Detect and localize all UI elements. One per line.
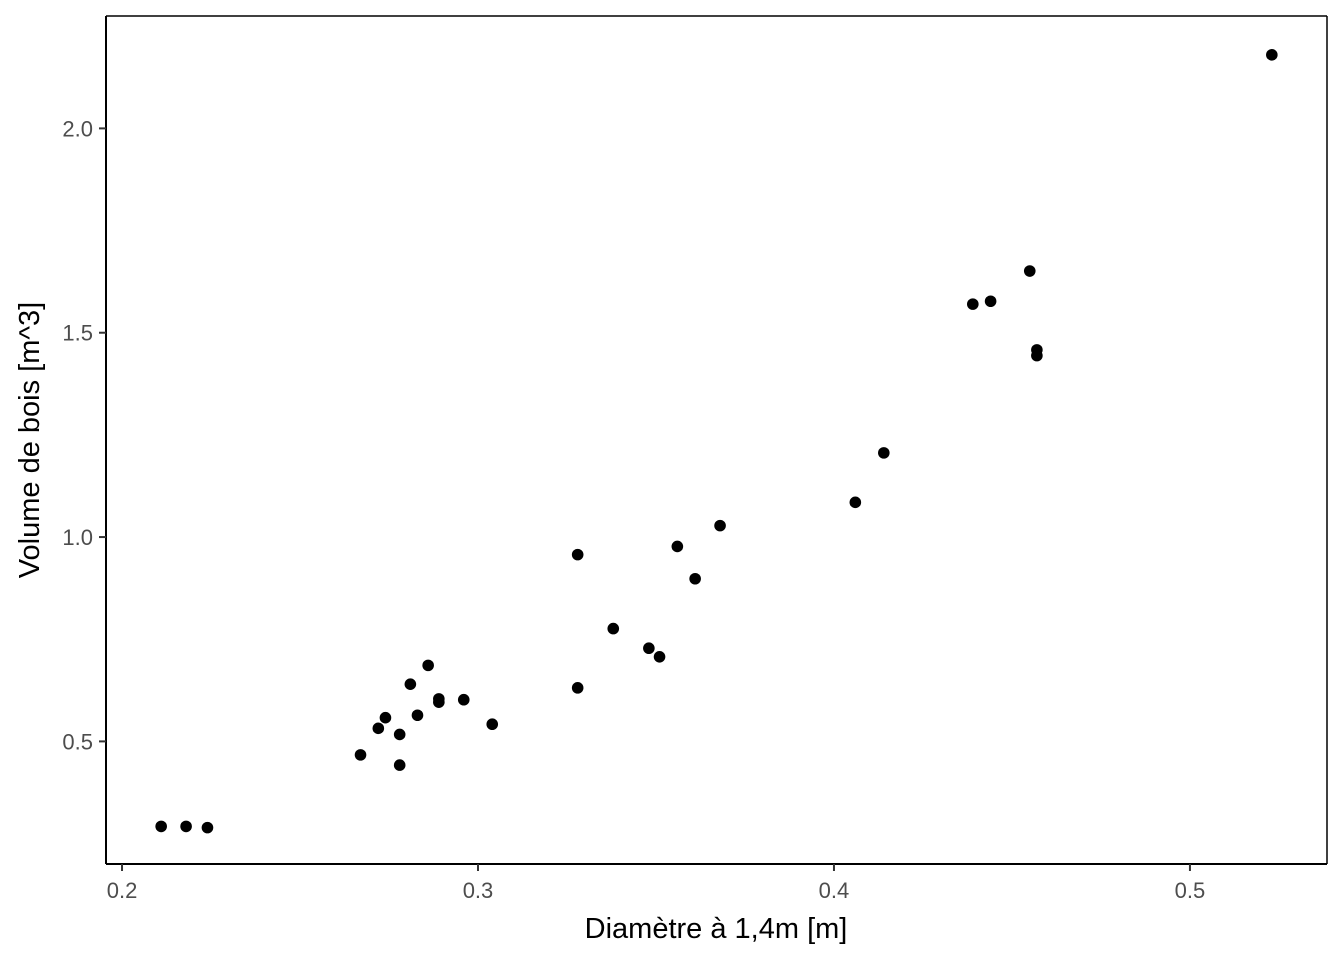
data-point — [571, 682, 584, 694]
y-tick-label: 1.5 — [62, 321, 93, 346]
plot-panel — [106, 16, 1327, 864]
data-point — [1023, 265, 1036, 277]
x-tick-label: 0.4 — [819, 878, 850, 903]
data-point — [404, 678, 417, 690]
data-point — [607, 622, 620, 635]
data-point — [393, 759, 406, 771]
y-axis-ticks: 0.5 1.0 1.5 2.0 — [62, 116, 106, 754]
data-point — [714, 519, 726, 532]
data-point — [372, 722, 385, 735]
data-point — [1031, 349, 1043, 362]
data-point — [849, 496, 862, 509]
data-point — [379, 711, 392, 724]
data-point — [571, 548, 584, 561]
x-tick-label: 0.5 — [1175, 878, 1206, 903]
data-point — [689, 572, 701, 585]
y-tick-label: 0.5 — [62, 729, 93, 754]
x-axis-title: Diamètre à 1,4m [m] — [585, 913, 848, 945]
data-points — [155, 49, 1278, 834]
data-point — [1266, 49, 1278, 61]
x-tick-label: 0.2 — [107, 878, 138, 903]
data-point — [486, 718, 499, 731]
data-point — [422, 659, 434, 672]
data-point — [878, 447, 890, 459]
data-point — [671, 540, 684, 553]
data-point — [433, 696, 445, 708]
data-point — [653, 651, 666, 663]
data-point — [180, 820, 192, 833]
x-axis-ticks: 0.2 0.3 0.4 0.5 — [107, 864, 1206, 903]
data-point — [411, 709, 424, 722]
data-point — [393, 728, 406, 741]
y-tick-label: 1.0 — [62, 525, 93, 550]
data-point — [967, 298, 979, 310]
x-tick-label: 0.3 — [463, 878, 494, 903]
data-point — [354, 749, 367, 761]
data-point — [155, 820, 167, 833]
data-point — [643, 642, 655, 655]
data-point — [984, 295, 997, 308]
data-point — [457, 693, 470, 706]
data-point — [201, 821, 214, 834]
y-axis-title: Volume de bois [m^3] — [14, 302, 46, 578]
y-tick-label: 2.0 — [62, 116, 93, 141]
